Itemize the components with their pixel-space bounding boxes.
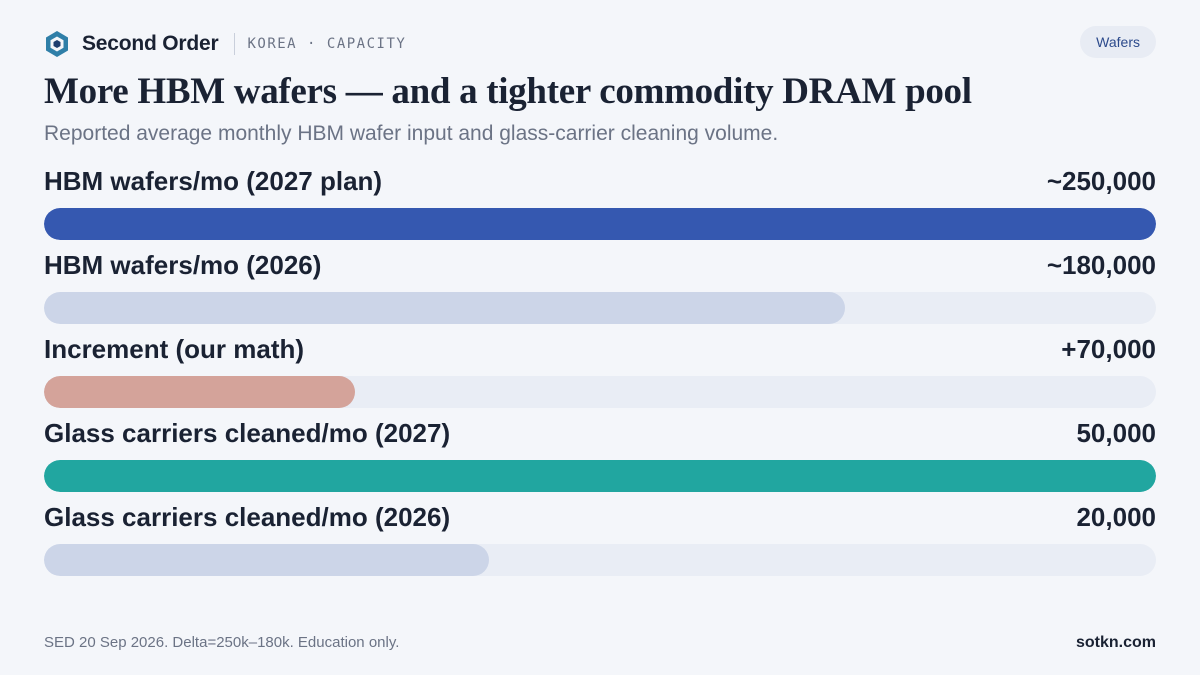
bar-label: Increment (our math)	[44, 334, 305, 364]
brand-name: Second Order	[82, 32, 219, 55]
chart-title: More HBM wafers — and a tighter commodit…	[44, 71, 972, 112]
bar-track	[44, 292, 1156, 324]
bar-row: HBM wafers/mo (2026) ~180,000	[44, 250, 1156, 324]
bar-label: HBM wafers/mo (2026)	[44, 250, 322, 280]
bar-value-label: ~250,000	[1046, 166, 1156, 196]
bar-track	[44, 376, 1156, 408]
bar-row: HBM wafers/mo (2027 plan) ~250,000	[44, 166, 1156, 240]
bar-track	[44, 208, 1156, 240]
source-note: SED 20 Sep 2026. Delta=250k–180k. Educat…	[44, 634, 400, 651]
bar-value-label: 50,000	[1076, 418, 1156, 448]
bar-label: Glass carriers cleaned/mo (2026)	[44, 502, 451, 532]
bar	[44, 376, 355, 408]
brand[interactable]: Second Order KOREA · CAPACITY	[44, 28, 406, 60]
bar-track	[44, 544, 1156, 576]
site-link[interactable]: sotkn.com	[1075, 634, 1156, 651]
bar-track	[44, 460, 1156, 492]
topic-tag[interactable]: Wafers	[1080, 26, 1156, 58]
bar-row: Glass carriers cleaned/mo (2027) 50,000	[44, 418, 1156, 492]
bar-row: Increment (our math) +70,000	[44, 334, 1156, 408]
bar	[44, 208, 1156, 240]
bar-value-label: +70,000	[1061, 334, 1156, 364]
header-divider	[234, 33, 236, 55]
bar	[44, 292, 845, 324]
bar-value-label: ~180,000	[1046, 250, 1156, 280]
bar-row: Glass carriers cleaned/mo (2026) 20,000	[44, 502, 1156, 576]
bar	[44, 544, 489, 576]
bar-label: HBM wafers/mo (2027 plan)	[44, 166, 383, 196]
bar-value-label: 20,000	[1076, 502, 1156, 532]
section-label: KOREA · CAPACITY	[247, 36, 407, 52]
chart-subtitle: Reported average monthly HBM wafer input…	[44, 122, 779, 145]
header: Second Order KOREA · CAPACITY Wafers	[44, 26, 1156, 60]
bar-label: Glass carriers cleaned/mo (2027)	[44, 418, 451, 448]
bar	[44, 460, 1156, 492]
hexagon-logo-icon	[46, 31, 68, 57]
